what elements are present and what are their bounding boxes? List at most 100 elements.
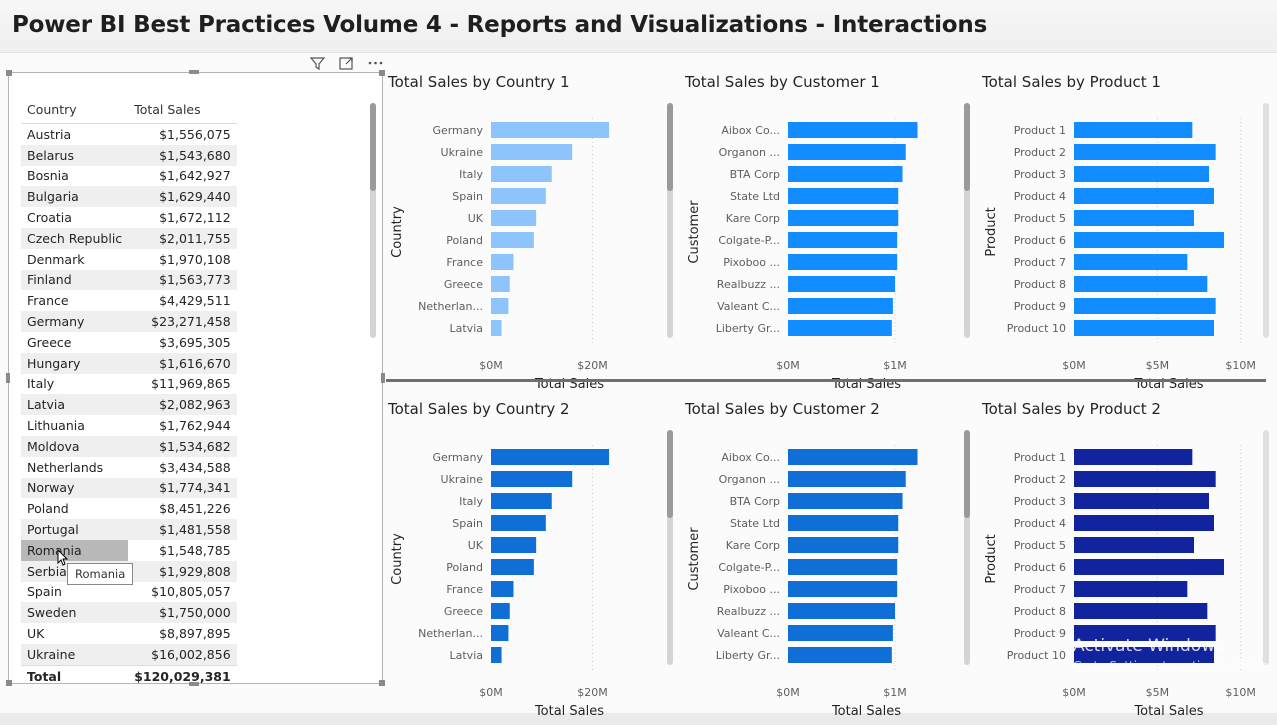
bar-chart-visual[interactable]: Total Sales by Country 2 $0M $20M Germany Uk… (388, 400, 673, 719)
table-row[interactable]: Ukraine $16,002,856 (21, 643, 237, 666)
scrollbar-thumb[interactable] (667, 430, 673, 518)
table-row[interactable]: Czech Republic $2,011,755 (21, 227, 237, 249)
bar[interactable] (788, 537, 899, 553)
bar[interactable] (1074, 449, 1193, 465)
bar[interactable] (788, 603, 896, 619)
bar[interactable] (1074, 471, 1216, 487)
bar[interactable] (1074, 559, 1224, 575)
chart-scrollbar[interactable] (964, 103, 970, 338)
bar-chart-visual[interactable]: Total Sales by Customer 1 $0M $1M Aibox Co.… (667, 73, 970, 392)
bar[interactable] (788, 276, 896, 292)
table-row[interactable]: Bosnia $1,642,927 (21, 166, 237, 187)
table-row[interactable]: Latvia $2,082,963 (21, 394, 237, 416)
scrollbar-thumb[interactable] (667, 103, 673, 191)
scrollbar-thumb[interactable] (964, 430, 970, 518)
bar[interactable] (788, 122, 918, 138)
table-row[interactable]: Portugal $1,481,558 (21, 519, 237, 540)
bar[interactable] (788, 493, 903, 509)
more-options-icon[interactable] (367, 55, 384, 72)
filter-icon[interactable] (309, 55, 326, 72)
bar-chart-visual[interactable]: Total Sales by Customer 2 $0M $1M Aibox Co.… (667, 400, 970, 719)
bar[interactable] (788, 625, 893, 641)
table-row[interactable]: UK $8,897,895 (21, 623, 237, 644)
table-row[interactable]: Lithuania $1,762,944 (21, 415, 237, 436)
bar[interactable] (788, 320, 892, 336)
bar[interactable] (788, 647, 892, 663)
resize-handle-corner-tl[interactable] (6, 70, 12, 76)
resize-handle-right[interactable] (381, 373, 385, 383)
table-row[interactable]: Moldova $1,534,682 (21, 435, 237, 457)
bar[interactable] (788, 254, 898, 270)
bar[interactable] (788, 449, 918, 465)
focus-mode-icon[interactable] (338, 55, 355, 72)
bar[interactable] (491, 122, 610, 138)
bar[interactable] (1074, 122, 1193, 138)
bar-chart-visual[interactable]: Total Sales by Product 1 $0M $5M $10M Produc… (964, 73, 1267, 392)
table-row[interactable]: Denmark $1,970,108 (21, 249, 237, 270)
bar[interactable] (1074, 647, 1214, 663)
table-row[interactable]: Greece $3,695,305 (21, 332, 237, 353)
bar[interactable] (788, 210, 899, 226)
table-row[interactable]: Poland $8,451,226 (21, 498, 237, 519)
bar[interactable] (491, 298, 509, 314)
bar[interactable] (788, 166, 903, 182)
bar[interactable] (491, 471, 573, 487)
scrollbar-thumb[interactable] (964, 103, 970, 191)
table-row[interactable]: Belarus $1,543,680 (21, 144, 237, 166)
bar-chart-visual[interactable]: Total Sales by Product 2 $0M $5M $10M Produc… (964, 400, 1267, 719)
bar[interactable] (788, 471, 906, 487)
bar[interactable] (491, 144, 573, 160)
chart-scrollbar[interactable] (1263, 430, 1269, 665)
bar[interactable] (788, 559, 898, 575)
table-row[interactable]: Germany $23,271,458 (21, 311, 237, 332)
bar[interactable] (491, 449, 610, 465)
table-row[interactable]: Spain $10,805,057 (21, 582, 237, 603)
bar[interactable] (1074, 144, 1216, 160)
sales-table-visual[interactable]: Country Total Sales Austria $1,556,075 Bel… (6, 56, 385, 688)
bar[interactable] (491, 515, 546, 531)
bar[interactable] (491, 647, 502, 663)
bar[interactable] (491, 188, 546, 204)
bar[interactable] (788, 188, 899, 204)
chart-scrollbar[interactable] (1263, 103, 1269, 338)
chart-scrollbar[interactable] (667, 430, 673, 665)
bar[interactable] (1074, 166, 1209, 182)
column-header-country[interactable]: Country (21, 95, 129, 124)
bar[interactable] (491, 537, 537, 553)
table-row[interactable]: Croatia $1,672,112 (21, 207, 237, 228)
resize-handle-corner-tr[interactable] (379, 70, 385, 76)
bar[interactable] (491, 603, 510, 619)
resize-handle-left[interactable] (6, 373, 10, 383)
bar[interactable] (491, 276, 510, 292)
bar[interactable] (1074, 298, 1216, 314)
table-row[interactable]: Austria $1,556,075 (21, 124, 237, 145)
bar-chart-visual[interactable]: Total Sales by Country 1 $0M $20M Germany Uk… (370, 73, 673, 392)
table-row[interactable]: Bulgaria $1,629,440 (21, 186, 237, 208)
bar[interactable] (1074, 581, 1188, 597)
bar[interactable] (1074, 232, 1224, 248)
bar[interactable] (491, 232, 534, 248)
table-row[interactable]: Finland $1,563,773 (21, 269, 237, 291)
bar[interactable] (1074, 210, 1194, 226)
bar[interactable] (788, 232, 898, 248)
table-row[interactable]: France $4,429,511 (21, 290, 237, 311)
bar[interactable] (788, 515, 899, 531)
bar[interactable] (1074, 254, 1188, 270)
resize-handle-top[interactable] (189, 70, 199, 74)
bar[interactable] (491, 625, 509, 641)
table-row[interactable]: Italy $11,969,865 (21, 374, 237, 395)
bar[interactable] (1074, 320, 1214, 336)
table-row[interactable]: Romania $1,548,785 (21, 539, 237, 561)
table-row[interactable]: Sweden $1,750,000 (21, 602, 237, 624)
bar[interactable] (1074, 625, 1216, 641)
bar[interactable] (788, 581, 898, 597)
bar[interactable] (491, 559, 534, 575)
bar[interactable] (491, 320, 502, 336)
bar[interactable] (1074, 537, 1194, 553)
bar[interactable] (1074, 276, 1208, 292)
bar[interactable] (491, 166, 552, 182)
chart-scrollbar[interactable] (667, 103, 673, 338)
bar[interactable] (491, 254, 514, 270)
resize-handle-corner-bl[interactable] (6, 680, 12, 686)
bar[interactable] (1074, 493, 1209, 509)
